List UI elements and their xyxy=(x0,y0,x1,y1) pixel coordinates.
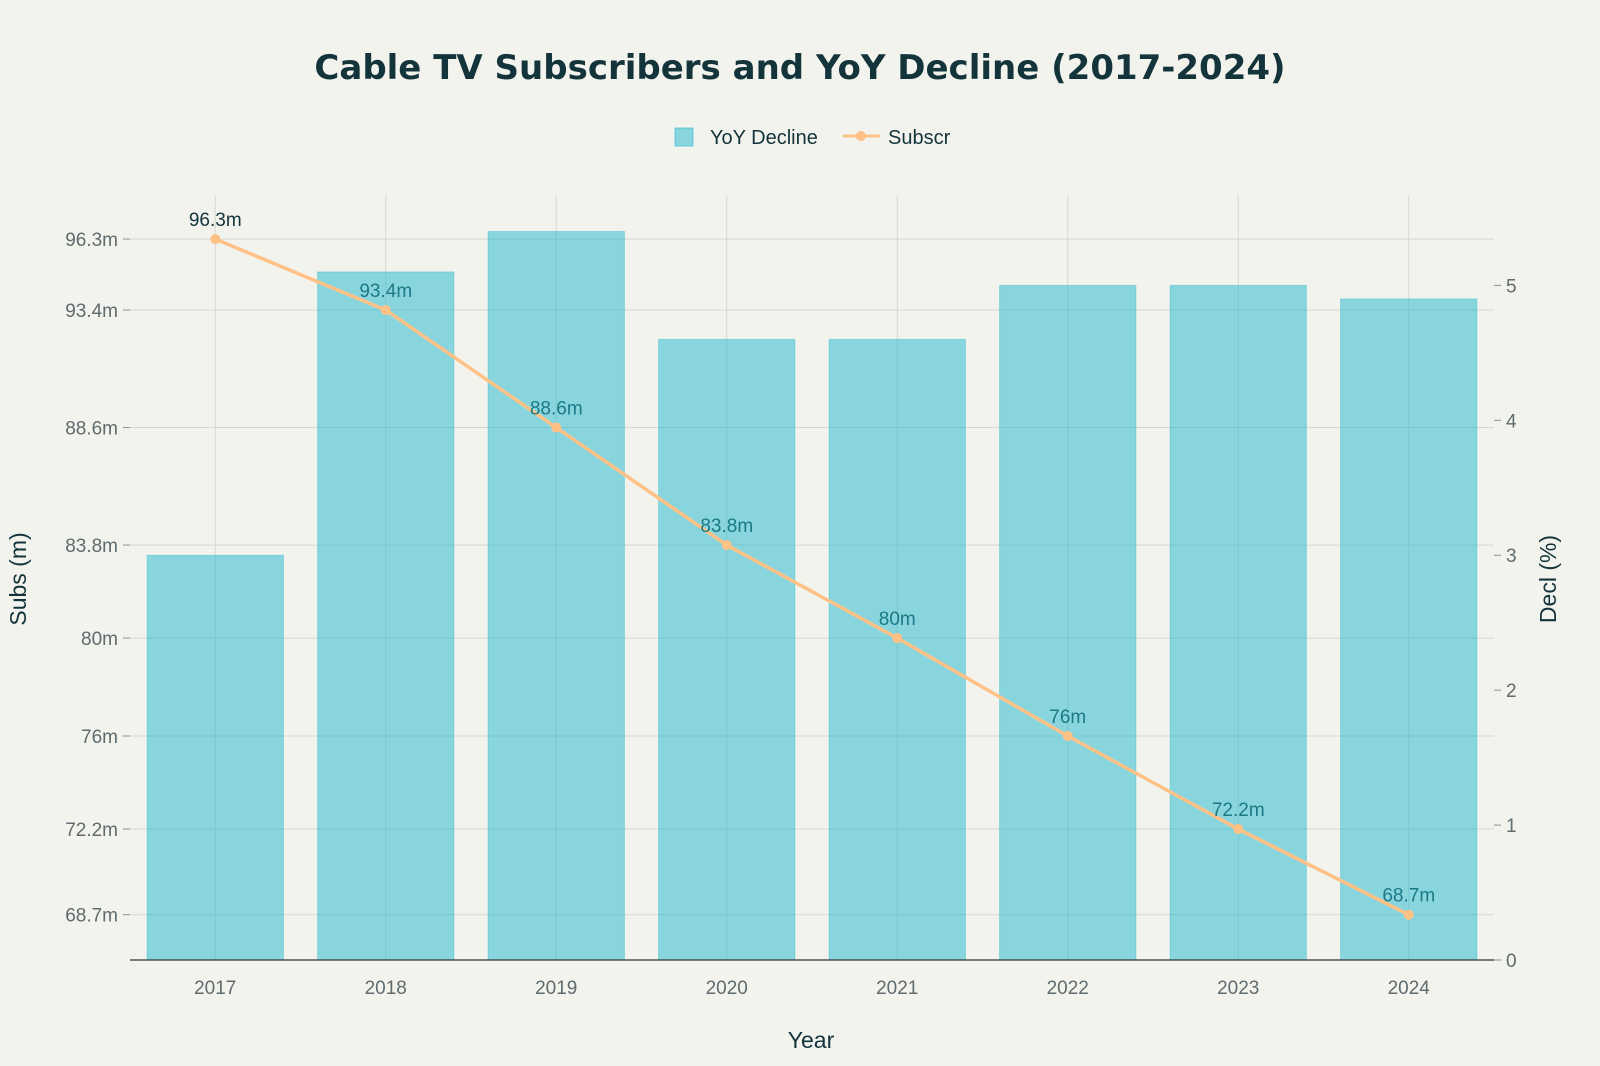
x-tick-label: 2021 xyxy=(876,978,918,999)
subscr-data-label: 68.7m xyxy=(1382,886,1435,907)
subscr-data-label: 96.3m xyxy=(189,210,242,231)
y-left-tick-label: 68.7m xyxy=(65,906,118,927)
subscr-point xyxy=(551,422,562,433)
x-tick-label: 2018 xyxy=(365,978,407,999)
legend-label-subscr: Subscr xyxy=(888,127,951,149)
y-left-tick-label: 83.8m xyxy=(65,536,118,557)
y-right-tick-label: 4 xyxy=(1506,411,1517,432)
bar-yoy-decline xyxy=(146,554,284,961)
subscr-point xyxy=(721,540,732,551)
y-right-tick-label: 5 xyxy=(1506,276,1517,297)
bars xyxy=(146,230,1478,961)
subscr-point xyxy=(1233,824,1244,835)
bar-yoy-decline xyxy=(317,271,455,961)
y-left-tick-label: 76m xyxy=(81,727,118,748)
legend: YoY Decline Subscr xyxy=(674,127,951,149)
subscr-data-label: 72.2m xyxy=(1212,800,1265,821)
x-tick-label: 2022 xyxy=(1047,978,1089,999)
subscr-point xyxy=(1403,909,1414,920)
y-left-tick-label: 88.6m xyxy=(65,419,118,440)
legend-swatch-yoy-decline xyxy=(674,127,694,147)
bar-yoy-decline xyxy=(1340,298,1478,961)
y-axis-left-title: Subs (m) xyxy=(5,532,31,625)
data-labels: 96.3m 93.4m 88.6m 83.8m 80m 76m 72.2m 68.7m xyxy=(189,210,1435,907)
x-tick-label: 2017 xyxy=(194,978,236,999)
y-right-tick-label: 3 xyxy=(1506,546,1517,567)
subscriber-line xyxy=(210,234,1414,920)
bar-yoy-decline xyxy=(1169,284,1307,961)
bar-yoy-decline xyxy=(658,338,796,961)
bar-yoy-decline xyxy=(828,338,966,961)
subscr-data-label: 80m xyxy=(879,609,916,630)
subscr-line xyxy=(214,237,1410,917)
x-tick-label: 2023 xyxy=(1217,978,1259,999)
y-left-tick-label: 80m xyxy=(81,629,118,650)
y-right-tick-label: 2 xyxy=(1506,681,1517,702)
y-right-tick-label: 1 xyxy=(1506,816,1517,837)
y-left-tick-label: 96.3m xyxy=(65,230,118,251)
y-left-tick-label: 93.4m xyxy=(65,301,118,322)
x-tick-label: 2024 xyxy=(1388,978,1431,999)
x-axis-title: Year xyxy=(788,1027,835,1053)
subscr-point xyxy=(892,633,903,644)
x-tick-label: 2019 xyxy=(535,978,577,999)
subscr-point xyxy=(380,305,391,316)
subscr-data-label: 93.4m xyxy=(359,281,412,302)
axes: 2017 2018 2019 2020 2021 2022 2023 2024 68.7m 72.… xyxy=(65,230,1517,999)
y-axis-right-title: Decl (%) xyxy=(1535,535,1561,623)
legend-swatch-subscr-marker xyxy=(856,131,866,141)
subscr-data-label: 76m xyxy=(1049,707,1086,728)
bar-yoy-decline xyxy=(487,230,625,961)
y-left-tick-label: 72.2m xyxy=(65,820,118,841)
chart-title: Cable TV Subscribers and YoY Decline (20… xyxy=(314,48,1285,88)
subscr-data-label: 88.6m xyxy=(530,399,583,420)
x-tick-label: 2020 xyxy=(706,978,748,999)
subscr-point xyxy=(1062,731,1073,742)
y-right-tick-label: 0 xyxy=(1506,951,1517,972)
bar-yoy-decline xyxy=(999,284,1137,961)
subscr-point xyxy=(210,234,221,245)
legend-label-yoy-decline: YoY Decline xyxy=(710,127,818,149)
subscr-data-label: 83.8m xyxy=(700,516,753,537)
